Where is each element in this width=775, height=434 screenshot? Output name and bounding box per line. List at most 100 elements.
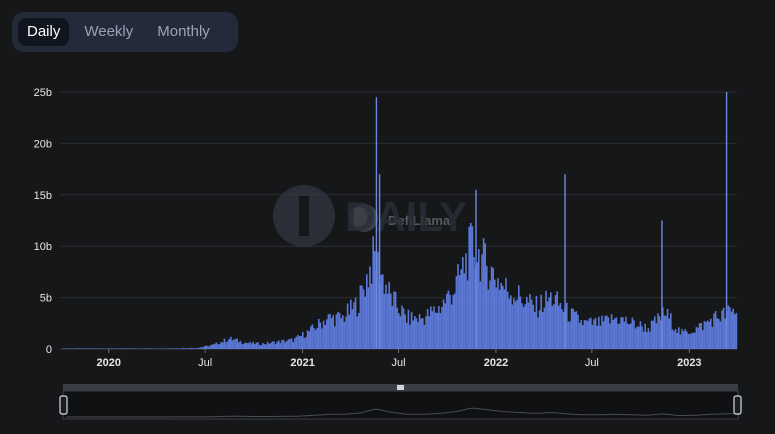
range-slider[interactable] [59, 384, 742, 420]
volume-bar [415, 318, 418, 349]
volume-bar [674, 329, 677, 349]
volume-bar [550, 292, 552, 349]
volume-bar [132, 348, 134, 349]
volume-bar [199, 347, 202, 349]
volume-bar [305, 336, 307, 349]
volume-bar [548, 297, 550, 349]
volume-bar [209, 345, 211, 349]
volume-bar [721, 310, 723, 349]
volume-bar [490, 266, 493, 349]
volume-bar [604, 315, 606, 349]
volume-bar [316, 327, 318, 349]
volume-bar [582, 325, 584, 349]
volume-bar [327, 314, 330, 349]
volume-bar [628, 324, 630, 349]
slider-right-handle[interactable] [733, 395, 742, 415]
volume-bar [684, 329, 686, 349]
volume-bar [402, 308, 405, 349]
volume-bar [274, 344, 277, 349]
volume-bar [516, 299, 518, 349]
volume-bar [321, 328, 323, 349]
volume-bar [484, 243, 486, 349]
volume-bar [554, 295, 557, 349]
volume-bar [407, 309, 410, 349]
volume-bar [506, 291, 509, 349]
volume-bar [449, 294, 451, 349]
volume-bar [86, 348, 88, 349]
volume-bar [558, 305, 560, 349]
volume-bar [353, 302, 355, 349]
volume-bar [294, 338, 296, 349]
volume-bar [585, 320, 587, 349]
slider-grip-icon[interactable] [397, 385, 404, 390]
volume-bar [598, 316, 600, 349]
volume-bar [727, 305, 730, 349]
volume-bar [66, 348, 69, 349]
volume-bar [198, 347, 200, 349]
volume-bar [170, 348, 173, 349]
volume-bar [230, 336, 232, 349]
volume-bar [303, 338, 306, 349]
volume-bar [593, 319, 595, 349]
volume-bar [586, 321, 589, 349]
tab-monthly[interactable]: Monthly [157, 23, 210, 40]
volume-bar [290, 338, 293, 349]
volume-bar [284, 342, 286, 349]
volume-bar [244, 342, 246, 349]
volume-bar [222, 342, 224, 349]
volume-bar [297, 335, 299, 349]
volume-bar [724, 318, 726, 349]
volume-bar [532, 304, 534, 349]
volume-bar [433, 306, 435, 349]
volume-bar [732, 308, 734, 349]
volume-bar [692, 332, 694, 349]
volume-bar [522, 307, 525, 349]
volume-bar [369, 266, 371, 349]
volume-bar [622, 317, 624, 349]
volume-bar [364, 296, 366, 349]
volume-bar [319, 322, 322, 349]
volume-bar [529, 294, 531, 349]
volume-bar [686, 331, 688, 349]
volume-bar [302, 331, 304, 349]
volume-bar [513, 298, 515, 349]
volume-bar [697, 327, 699, 349]
volume-bar [700, 323, 702, 349]
volume-bar [473, 257, 475, 349]
watermark-defillama: DefiLlama [388, 213, 451, 228]
volume-bar [260, 345, 262, 349]
volume-bar [71, 348, 74, 349]
volume-bar [394, 291, 397, 349]
volume-bar [450, 304, 453, 349]
volume-bar [412, 320, 414, 349]
x-tick-label: Jul [198, 357, 212, 369]
volume-bar [594, 317, 597, 349]
volume-bar [194, 348, 197, 349]
volume-bar [468, 226, 470, 349]
volume-bar [588, 318, 590, 349]
slider-left-handle[interactable] [59, 395, 68, 415]
volume-bar [681, 329, 683, 349]
volume-bar [570, 308, 573, 349]
volume-bar [610, 314, 613, 349]
tab-weekly[interactable]: Weekly [84, 23, 134, 40]
tab-daily[interactable]: Daily [18, 18, 70, 46]
volume-bar [734, 314, 736, 349]
volume-bar [82, 348, 85, 349]
volume-bar [180, 348, 182, 349]
volume-bar [636, 326, 638, 349]
volume-bar [647, 328, 650, 349]
volume-bar [118, 348, 120, 349]
volume-bar [167, 348, 170, 349]
volume-bar [436, 312, 438, 349]
volume-bar [295, 336, 298, 349]
volume-bar [465, 253, 467, 349]
volume-bar [713, 313, 715, 349]
volume-bar [553, 304, 555, 349]
volume-bar [716, 318, 718, 349]
volume-bar [252, 341, 254, 349]
volume-bar [326, 319, 328, 349]
volume-bar [634, 328, 637, 349]
volume-bar [345, 316, 347, 349]
volume-bar [682, 331, 685, 349]
